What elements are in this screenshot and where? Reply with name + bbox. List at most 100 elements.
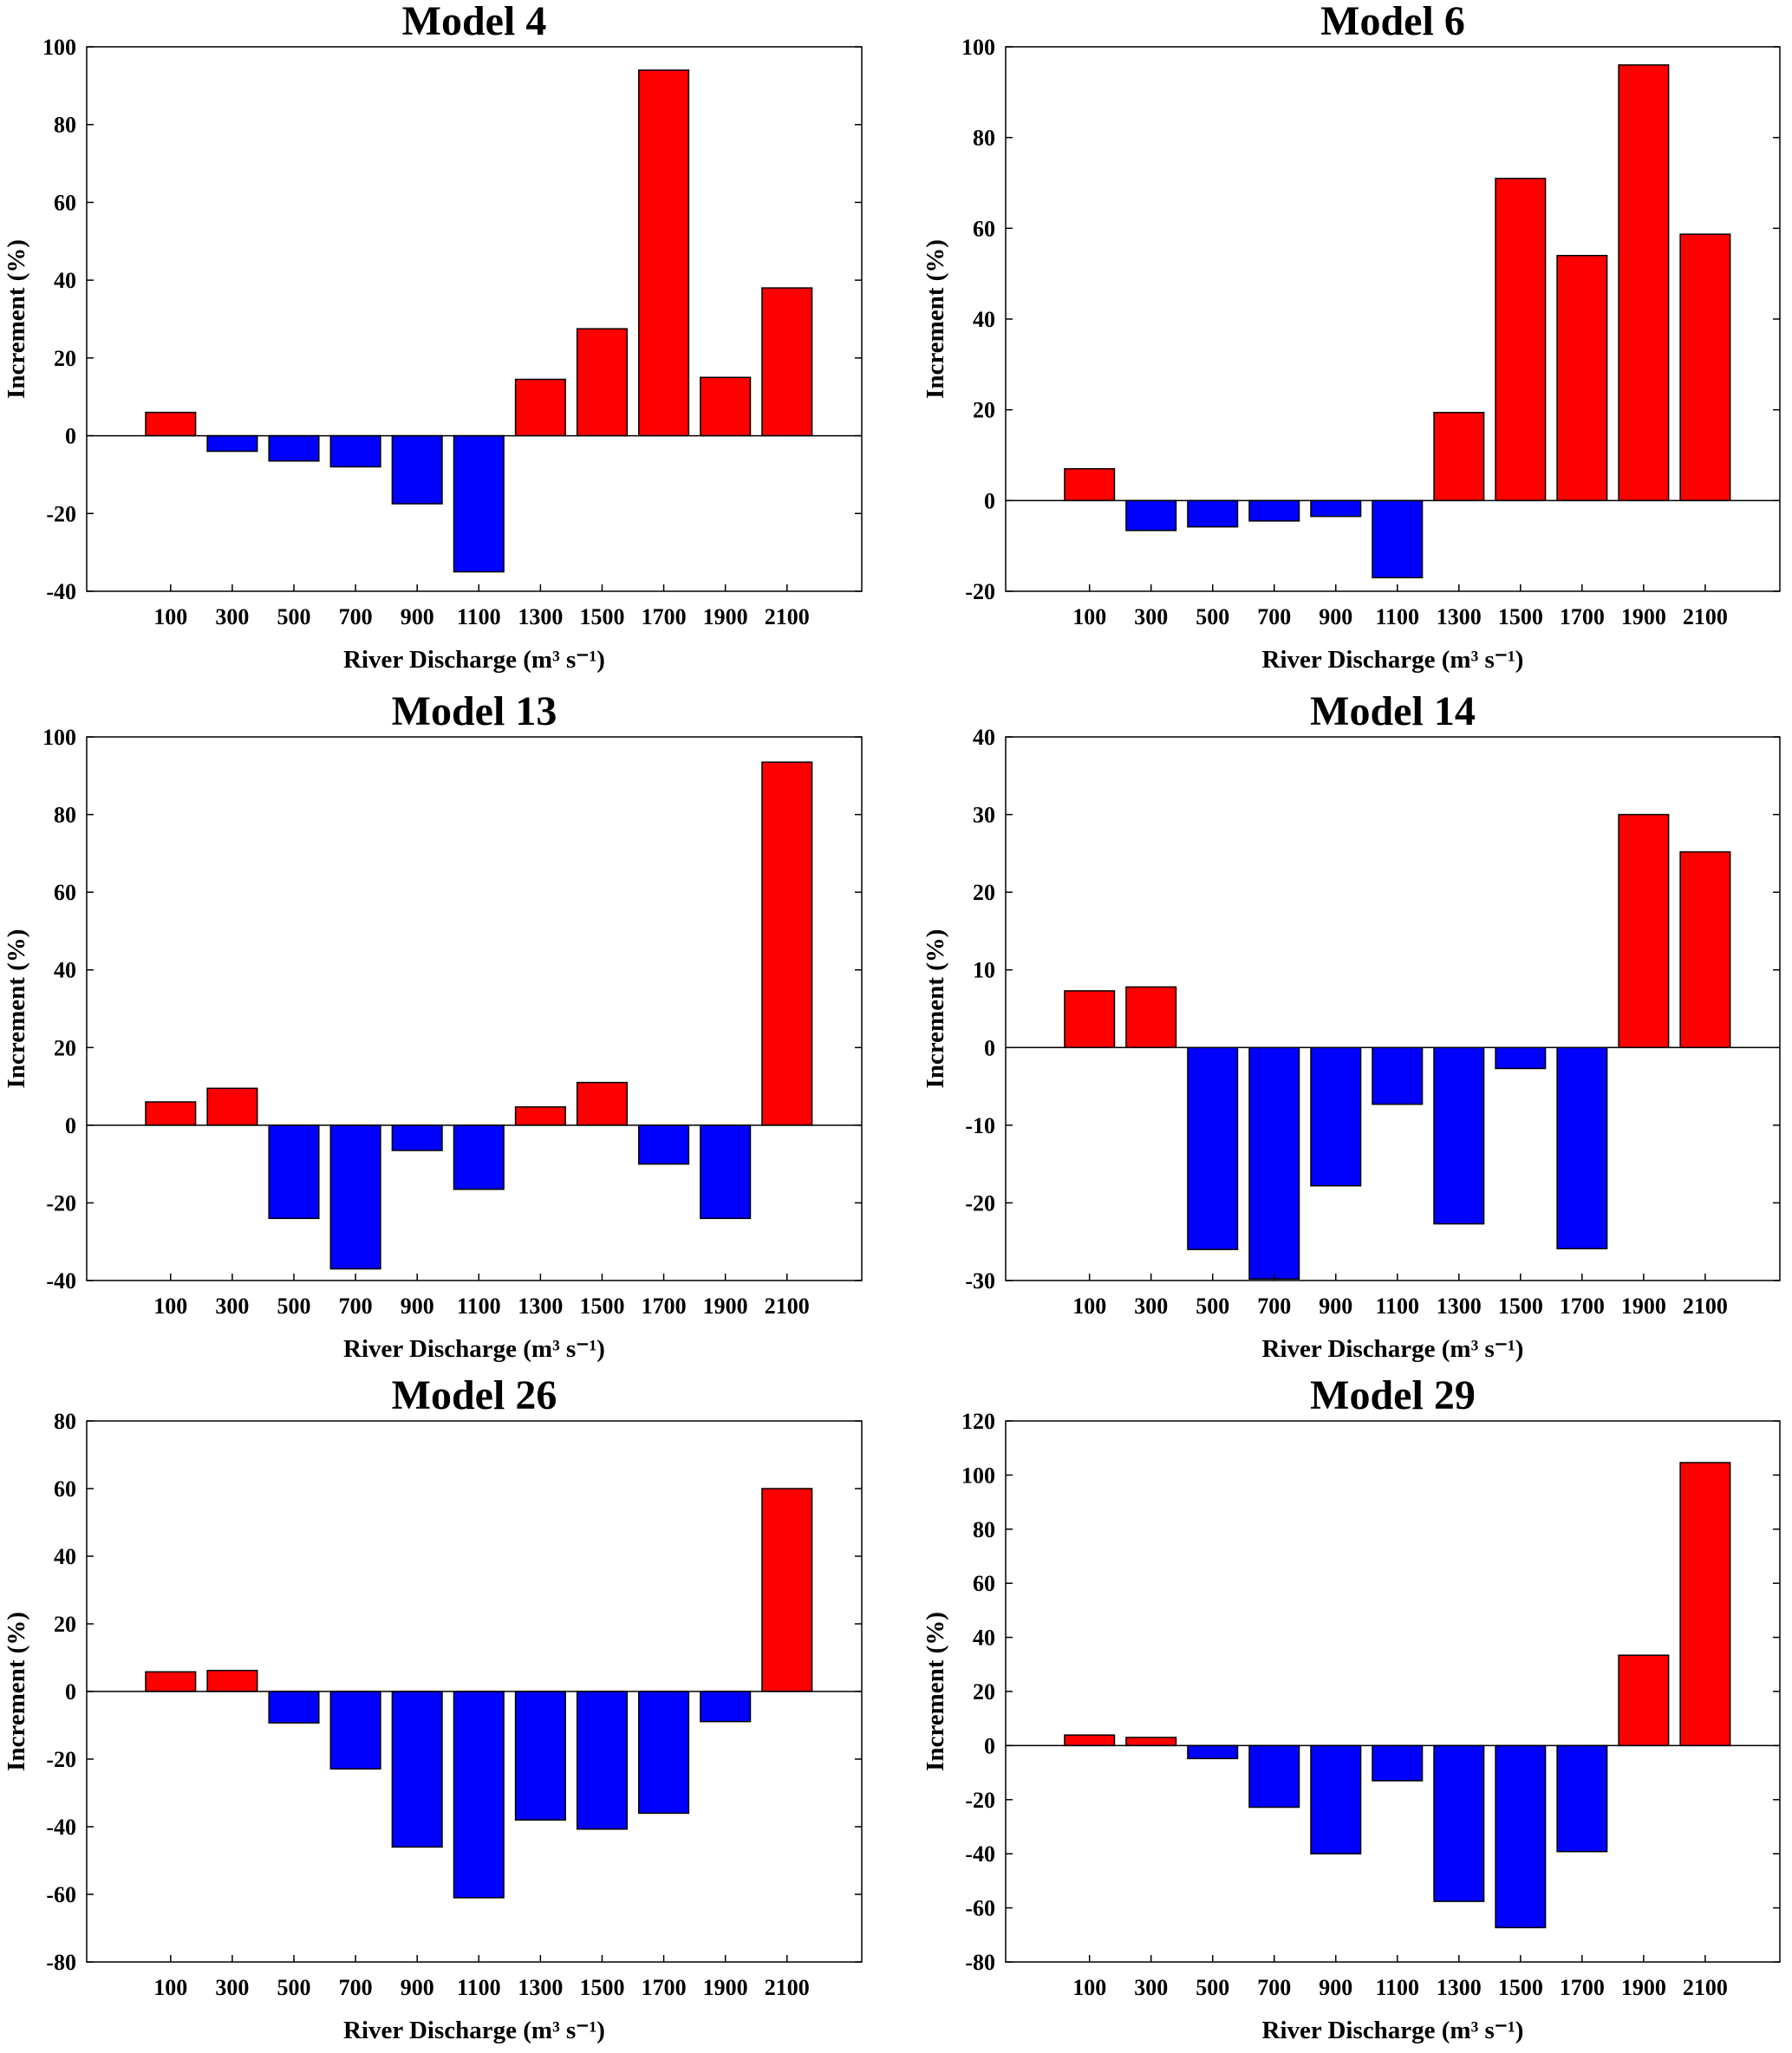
chart-panel-model-29: -80 -60 -40 -20 0 20 40 60 80 100 120 100 300 500 700 9… bbox=[922, 1372, 1781, 2044]
y-tick-label: -20 bbox=[46, 501, 76, 526]
x-tick-label: 1100 bbox=[1375, 1975, 1419, 2000]
x-tick-label: 100 bbox=[153, 604, 187, 629]
y-tick-label: -20 bbox=[965, 1788, 995, 1813]
y-tick-label: 20 bbox=[973, 1679, 995, 1704]
x-tick-label: 1100 bbox=[457, 1294, 501, 1319]
x-tick-label: 500 bbox=[277, 604, 311, 629]
x-tick-label: 100 bbox=[153, 1294, 187, 1319]
x-tick-label: 1100 bbox=[457, 604, 501, 629]
x-tick-label: 1300 bbox=[518, 1975, 563, 2000]
x-tick-label: 1900 bbox=[703, 1975, 748, 2000]
bar-700 bbox=[1248, 1046, 1300, 1280]
y-tick-label: 20 bbox=[54, 1612, 76, 1637]
bar-1100 bbox=[453, 434, 505, 573]
x-axis-label: River Discharge (m³ s⁻¹) bbox=[1262, 646, 1524, 674]
bar-1700 bbox=[1556, 254, 1608, 502]
x-axis-label: River Discharge (m³ s⁻¹) bbox=[1262, 2017, 1524, 2044]
y-tick-label: 20 bbox=[973, 880, 995, 905]
x-tick-label: 2100 bbox=[1683, 1294, 1728, 1319]
bar-1300 bbox=[514, 1106, 566, 1126]
x-tick-label: 1300 bbox=[518, 1294, 563, 1319]
x-tick-label: 2100 bbox=[1683, 604, 1728, 629]
bar-700 bbox=[1248, 499, 1300, 522]
x-tick-label: 500 bbox=[1196, 604, 1229, 629]
y-tick-label: 30 bbox=[973, 803, 995, 828]
bar-2100 bbox=[761, 761, 813, 1126]
bar-100 bbox=[1064, 990, 1116, 1049]
y-tick-label: -60 bbox=[46, 1882, 76, 1907]
bar-2100 bbox=[1679, 1462, 1731, 1747]
x-axis-label: River Discharge (m³ s⁻¹) bbox=[1262, 1335, 1524, 1363]
x-tick-label: 900 bbox=[1319, 1975, 1352, 2000]
y-axis-label: Increment (%) bbox=[922, 929, 949, 1089]
x-tick-label: 1500 bbox=[1498, 1975, 1543, 2000]
x-axis-label: River Discharge (m³ s⁻¹) bbox=[343, 646, 605, 674]
x-tick-label: 2100 bbox=[765, 1294, 810, 1319]
chart-title: Model 4 bbox=[402, 0, 547, 44]
bar-1900 bbox=[700, 376, 752, 437]
x-tick-label: 1500 bbox=[1498, 1294, 1543, 1319]
bar-1700 bbox=[638, 69, 690, 437]
y-tick-label: 60 bbox=[54, 880, 76, 905]
bar-1100 bbox=[1372, 1744, 1424, 1782]
y-tick-label: -20 bbox=[965, 1190, 995, 1216]
x-tick-label: 900 bbox=[401, 604, 434, 629]
x-tick-label: 1300 bbox=[518, 604, 563, 629]
y-tick-label: -40 bbox=[46, 1268, 76, 1294]
y-tick-label: 40 bbox=[54, 1544, 76, 1569]
axes-box bbox=[1005, 736, 1781, 1281]
bar-300 bbox=[1125, 1737, 1177, 1747]
y-tick-label: 60 bbox=[973, 1571, 995, 1596]
x-tick-label: 2100 bbox=[765, 1975, 810, 2000]
x-tick-label: 1700 bbox=[642, 1294, 687, 1319]
bar-1300 bbox=[1433, 1744, 1485, 1902]
bar-1100 bbox=[453, 1691, 505, 1899]
chart-title: Model 14 bbox=[1310, 688, 1476, 734]
bar-700 bbox=[329, 434, 381, 468]
y-axis-label: Increment (%) bbox=[3, 239, 30, 399]
y-axis-label: Increment (%) bbox=[3, 1612, 30, 1771]
bar-300 bbox=[206, 434, 258, 453]
y-tick-label: -40 bbox=[965, 1841, 995, 1867]
x-tick-label: 1700 bbox=[1560, 1975, 1605, 2000]
y-tick-label: -80 bbox=[965, 1950, 995, 1975]
x-tick-label: 1500 bbox=[579, 1975, 624, 2000]
bar-100 bbox=[145, 1671, 197, 1692]
bar-1900 bbox=[700, 1124, 752, 1220]
x-tick-label: 300 bbox=[215, 604, 249, 629]
bar-900 bbox=[1310, 499, 1362, 518]
x-tick-label: 1300 bbox=[1437, 604, 1482, 629]
axes-box bbox=[86, 46, 863, 592]
bar-300 bbox=[206, 1087, 258, 1126]
bar-100 bbox=[1064, 1734, 1116, 1747]
y-tick-label: -40 bbox=[46, 579, 76, 604]
chart-panel-model-13: -40 -20 0 20 40 60 80 100 100 300 500 700 900 1100 130… bbox=[3, 688, 863, 1363]
y-tick-label: 0 bbox=[984, 1035, 995, 1060]
x-tick-label: 500 bbox=[277, 1294, 311, 1319]
y-tick-label: -30 bbox=[965, 1268, 995, 1294]
y-tick-label: 100 bbox=[961, 35, 995, 60]
x-tick-label: 700 bbox=[339, 1975, 373, 2000]
x-tick-label: 300 bbox=[1134, 604, 1168, 629]
x-tick-label: 1100 bbox=[457, 1975, 501, 2000]
bar-500 bbox=[268, 434, 320, 462]
bar-900 bbox=[391, 1691, 443, 1848]
x-tick-label: 100 bbox=[1072, 1294, 1106, 1319]
y-tick-label: -20 bbox=[46, 1190, 76, 1216]
x-tick-label: 900 bbox=[1319, 1294, 1352, 1319]
bar-500 bbox=[268, 1691, 320, 1724]
x-tick-label: 1500 bbox=[1498, 604, 1543, 629]
bar-2100 bbox=[761, 287, 813, 437]
chart-panel-model-14: -30 -20 -10 0 10 20 30 40 100 300 500 700 900 1100 130… bbox=[922, 688, 1781, 1363]
x-tick-label: 1700 bbox=[642, 604, 687, 629]
bar-500 bbox=[1187, 1046, 1239, 1250]
chart-title: Model 13 bbox=[392, 688, 557, 734]
y-tick-label: 80 bbox=[54, 803, 76, 828]
x-tick-label: 300 bbox=[1134, 1975, 1168, 2000]
bar-900 bbox=[1310, 1046, 1362, 1187]
bar-300 bbox=[1125, 499, 1177, 531]
x-tick-label: 900 bbox=[401, 1975, 434, 2000]
x-tick-label: 1900 bbox=[1621, 604, 1666, 629]
bar-1900 bbox=[1618, 64, 1670, 502]
